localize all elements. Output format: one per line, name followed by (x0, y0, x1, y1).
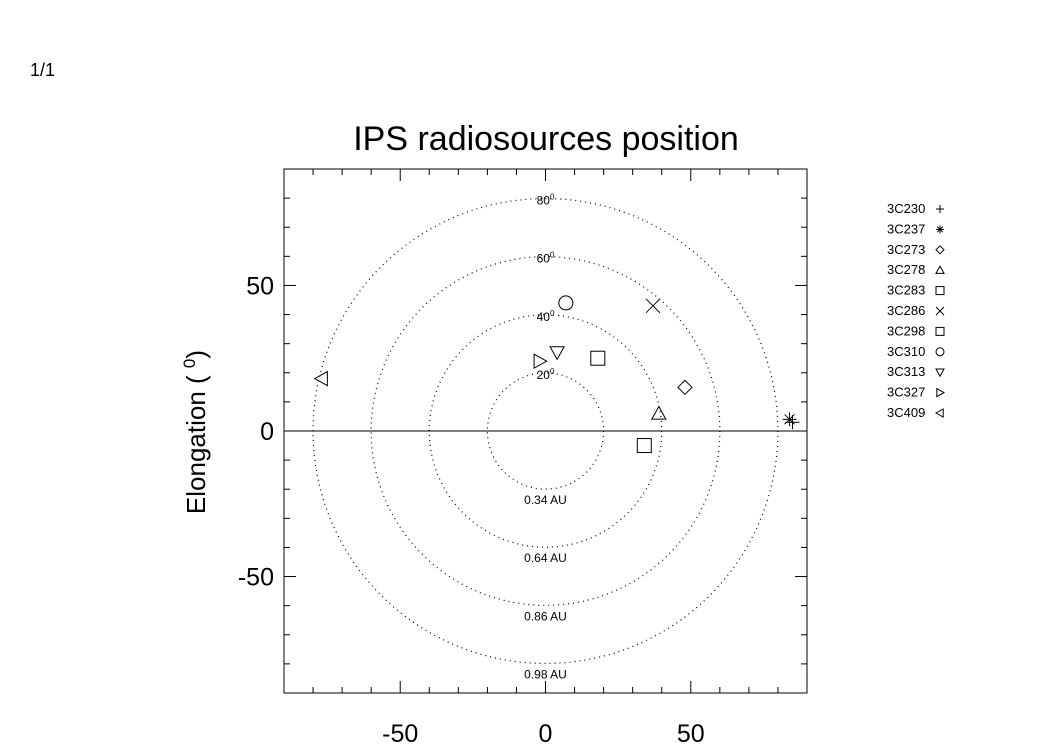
point-3c409-shape (313, 370, 328, 387)
point-3c283-shape (636, 438, 652, 454)
legend-marker-3c286 (935, 306, 945, 316)
point-3c409 (313, 370, 328, 387)
legend-label-3c237: 3C237 (887, 221, 925, 236)
legend-marker-3c409 (934, 408, 944, 418)
ring-angle-label: 800 (537, 193, 555, 208)
legend-marker-3c327 (936, 387, 946, 398)
legend-marker-3c283 (935, 286, 945, 296)
x-tick-label: 0 (539, 720, 553, 748)
legend-marker-3c278 (935, 265, 945, 274)
legend-marker-3c310 (935, 347, 945, 357)
ring-distance-label: 0.98 AU (524, 667, 567, 681)
y-axis-label-main: Elongation ( (181, 368, 211, 514)
legend-marker-3c273 (935, 245, 945, 255)
point-3c278-shape (650, 405, 667, 420)
legend-label-3c409: 3C409 (887, 405, 925, 420)
legend-marker-3c327-shape (936, 387, 946, 398)
chart-title: IPS radiosources position (353, 120, 739, 158)
legend-label-3c298: 3C298 (887, 323, 925, 338)
y-tick-label: 0 (260, 418, 274, 446)
ring-angle-value: 80 (537, 194, 551, 208)
y-axis-label-end: ) (181, 350, 211, 359)
legend-marker-3c298 (935, 326, 945, 336)
ring-degree-symbol: 0 (550, 193, 555, 202)
ring-angle-value: 20 (537, 368, 551, 382)
legend-marker-3c310-shape (935, 347, 945, 357)
legend-label-3c230: 3C230 (887, 201, 925, 216)
ring-degree-symbol: 0 (550, 309, 555, 318)
point-3c298 (590, 350, 606, 366)
point-3c327-shape (533, 353, 548, 369)
point-3c327 (533, 353, 548, 369)
legend-label-3c278: 3C278 (887, 262, 925, 277)
legend-marker-3c298-shape (935, 326, 945, 336)
legend-marker-3c286-d2 (935, 306, 945, 316)
data-points (313, 295, 800, 454)
ring-distance-label: 0.64 AU (524, 551, 567, 565)
ring-degree-symbol: 0 (550, 251, 555, 260)
point-3c286-d2 (645, 298, 661, 314)
legend-marker-3c273-shape (935, 245, 945, 255)
legend-marker-3c283-shape (935, 286, 945, 296)
point-3c273 (677, 379, 693, 396)
point-3c273-shape (677, 379, 693, 396)
legend: 3C230 3C237 3C273 3C278 3C283 3C286 3C298 3C310… (887, 201, 946, 420)
ring-angle-label: 600 (537, 251, 555, 266)
page-label: 1/1 (30, 60, 56, 80)
legend-marker-3c237 (936, 225, 944, 234)
legend-label-3c327: 3C327 (887, 385, 925, 400)
x-tick-label: -50 (382, 720, 418, 748)
point-3c310 (558, 295, 574, 311)
x-tick-label: 50 (677, 720, 705, 748)
tick-labels: -50 0 50 -50 0 50 (238, 272, 705, 748)
legend-label-3c286: 3C286 (887, 303, 925, 318)
y-axis-label: Elongation ( 0) (180, 350, 211, 514)
ring-angle-label: 200 (537, 367, 555, 382)
point-3c278 (650, 405, 667, 420)
y-tick-label: -50 (238, 564, 274, 592)
ring-angle-value: 40 (537, 310, 551, 324)
legend-marker-3c230 (936, 205, 944, 213)
point-3c237 (782, 412, 797, 427)
y-tick-label: 50 (246, 272, 274, 300)
point-3c310-shape (558, 295, 574, 311)
legend-marker-3c313 (935, 368, 945, 378)
legend-label-3c273: 3C273 (887, 242, 925, 257)
ring-distance-label: 0.34 AU (524, 493, 567, 507)
legend-label-3c310: 3C310 (887, 344, 925, 359)
point-3c286 (645, 298, 661, 314)
legend-marker-3c409-shape (934, 408, 944, 418)
ring-angle-value: 60 (537, 252, 551, 266)
ring-distance-label: 0.86 AU (524, 609, 567, 623)
point-3c298-shape (590, 350, 606, 366)
y-axis-label-sup: 0 (180, 359, 199, 368)
legend-marker-3c313-shape (935, 368, 945, 378)
legend-label-3c313: 3C313 (887, 364, 925, 379)
point-3c283 (636, 438, 652, 454)
ring-angle-label: 400 (537, 309, 555, 324)
legend-label-3c283: 3C283 (887, 283, 925, 298)
ring-degree-symbol: 0 (550, 367, 555, 376)
point-3c313 (549, 346, 565, 361)
point-3c313-shape (549, 346, 565, 361)
legend-marker-3c278-shape (935, 265, 945, 274)
